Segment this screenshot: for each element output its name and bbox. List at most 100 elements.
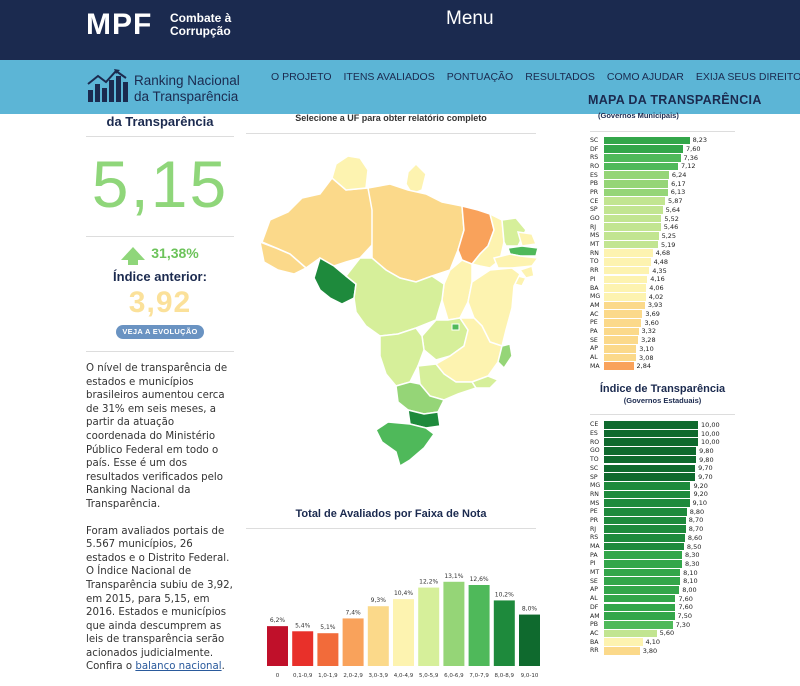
nav-item-resultados[interactable]: RESULTADOS bbox=[525, 71, 595, 83]
bar-row[interactable]: AM 7,50 bbox=[590, 612, 735, 621]
map-state-es[interactable] bbox=[497, 343, 513, 370]
nav-item-exija-direitos[interactable]: EXIJA SEUS DIREITOS bbox=[695, 71, 800, 83]
bar-row[interactable]: RN 9,20 bbox=[590, 490, 735, 499]
histogram-bar[interactable] bbox=[468, 585, 490, 666]
histogram-bar[interactable] bbox=[393, 599, 414, 666]
bar-state-label: MT bbox=[590, 241, 600, 249]
bar-row[interactable]: PR 6,13 bbox=[590, 188, 735, 197]
histogram-bar[interactable] bbox=[493, 600, 515, 666]
histogram-bar[interactable] bbox=[267, 626, 288, 666]
ranking-logo-icon[interactable] bbox=[86, 68, 132, 104]
bar-state-label: RS bbox=[590, 534, 599, 542]
bar-row[interactable]: ES 10,00 bbox=[590, 429, 735, 438]
map-state-al[interactable] bbox=[518, 265, 535, 279]
histogram-bar[interactable] bbox=[519, 614, 540, 666]
map-state-df[interactable] bbox=[451, 323, 460, 331]
map-state-ms[interactable] bbox=[379, 327, 425, 387]
bar-row[interactable]: PE 3,60 bbox=[590, 318, 735, 327]
bar-row[interactable]: MT 8,10 bbox=[590, 568, 735, 577]
mpf-logo[interactable]: MPF bbox=[86, 8, 153, 41]
bar-value-label: 5,25 bbox=[661, 231, 677, 240]
bar-row[interactable]: CE 10,00 bbox=[590, 421, 735, 430]
bar-row[interactable]: SC 8,23 bbox=[590, 136, 735, 145]
bar-row[interactable]: SE 3,28 bbox=[590, 336, 735, 345]
ranking-brand[interactable]: Ranking Nacional da Transparência bbox=[134, 73, 240, 105]
bar-row[interactable]: MG 4,02 bbox=[590, 292, 735, 301]
map-state-pr[interactable] bbox=[395, 381, 446, 415]
bar-row[interactable]: SP 5,64 bbox=[590, 206, 735, 215]
bar-row[interactable]: AC 3,69 bbox=[590, 310, 735, 319]
histogram-bar[interactable] bbox=[342, 618, 364, 666]
histogram-bar[interactable] bbox=[418, 587, 440, 666]
bar-row[interactable]: AL 7,60 bbox=[590, 594, 735, 603]
bar-row[interactable]: RS 7,36 bbox=[590, 153, 735, 162]
bar-row[interactable]: SC 9,70 bbox=[590, 464, 735, 473]
bar-row[interactable]: TO 4,48 bbox=[590, 258, 735, 267]
bar-row[interactable]: AP 3,10 bbox=[590, 345, 735, 354]
bar-row[interactable]: RJ 5,46 bbox=[590, 223, 735, 232]
bar-row[interactable]: PI 4,16 bbox=[590, 275, 735, 284]
evolution-button[interactable]: VEJA A EVOLUÇÃO bbox=[116, 325, 204, 339]
bar-row[interactable]: PB 7,30 bbox=[590, 620, 735, 629]
bar-row[interactable]: RS 8,60 bbox=[590, 534, 735, 543]
bar-row[interactable]: GO 5,52 bbox=[590, 214, 735, 223]
bar-row[interactable]: BA 4,10 bbox=[590, 638, 735, 647]
balanco-nacional-link[interactable]: balanço nacional bbox=[135, 661, 222, 673]
bar-row[interactable]: PB 6,17 bbox=[590, 179, 735, 188]
bar-row[interactable]: MG 9,20 bbox=[590, 481, 735, 490]
bar-row[interactable]: RO 10,00 bbox=[590, 438, 735, 447]
bar-row[interactable]: CE 5,87 bbox=[590, 197, 735, 206]
map-state-mt[interactable] bbox=[344, 257, 445, 337]
histogram-bar[interactable] bbox=[367, 606, 389, 666]
menu-button[interactable]: Menu bbox=[446, 8, 494, 29]
nav-item-projeto[interactable]: O PROJETO bbox=[271, 71, 332, 83]
bar-row[interactable]: AM 3,93 bbox=[590, 301, 735, 310]
bar-row[interactable]: GO 9,80 bbox=[590, 447, 735, 456]
bar-row[interactable]: DF 7,60 bbox=[590, 145, 735, 154]
histogram-bar[interactable] bbox=[443, 581, 465, 666]
bar-row[interactable]: RJ 8,70 bbox=[590, 525, 735, 534]
bar-row[interactable]: SP 9,70 bbox=[590, 473, 735, 482]
bar-row[interactable]: AC 5,60 bbox=[590, 629, 735, 638]
nav-item-pontuacao[interactable]: PONTUAÇÃO bbox=[446, 71, 514, 83]
bar-row[interactable]: MS 5,25 bbox=[590, 232, 735, 241]
bar-row[interactable]: SE 8,10 bbox=[590, 577, 735, 586]
bar-row[interactable]: AL 3,08 bbox=[590, 353, 735, 362]
bar-row[interactable]: PI 8,30 bbox=[590, 560, 735, 569]
bar-row[interactable]: RN 4,68 bbox=[590, 249, 735, 258]
bar-row[interactable]: DF 7,60 bbox=[590, 603, 735, 612]
bar-fill bbox=[604, 429, 698, 438]
bar-row[interactable]: MA 8,50 bbox=[590, 542, 735, 551]
bar-row[interactable]: BA 4,06 bbox=[590, 284, 735, 293]
map-state-rs[interactable] bbox=[375, 421, 436, 468]
bar-row[interactable]: RR 3,80 bbox=[590, 646, 735, 655]
bar-row[interactable]: MA 2,84 bbox=[590, 362, 735, 371]
histogram-bar[interactable] bbox=[292, 631, 314, 666]
histogram-bar[interactable] bbox=[317, 633, 339, 666]
bar-row[interactable]: PR 8,70 bbox=[590, 516, 735, 525]
bar-value-label: 4,48 bbox=[653, 257, 669, 266]
bar-row[interactable]: MT 5,19 bbox=[590, 240, 735, 249]
bar-row[interactable]: RR 4,35 bbox=[590, 266, 735, 275]
bar-row[interactable]: RO 7,12 bbox=[590, 162, 735, 171]
bar-row[interactable]: PA 8,30 bbox=[590, 551, 735, 560]
map-state-rr[interactable] bbox=[331, 155, 369, 191]
brazil-map[interactable] bbox=[250, 150, 540, 470]
map-state-ap[interactable] bbox=[405, 162, 427, 195]
bar-row[interactable]: MS 9,10 bbox=[590, 499, 735, 508]
growth-value: 31,38% bbox=[151, 245, 199, 261]
map-state-pe[interactable] bbox=[492, 253, 540, 269]
right-column: (Governos Municipais) SC 8,23 DF 7,60 RS 7,36… bbox=[590, 111, 735, 655]
nav-item-itens-avaliados[interactable]: ITENS AVALIADOS bbox=[343, 71, 435, 83]
bar-row[interactable]: PA 3,32 bbox=[590, 327, 735, 336]
map-state-ac[interactable] bbox=[258, 240, 308, 275]
nav-item-como-ajudar[interactable]: COMO AJUDAR bbox=[606, 71, 684, 83]
map-state-ro[interactable] bbox=[313, 256, 357, 305]
bar-fill bbox=[604, 534, 685, 542]
bar-row[interactable]: AP 8,00 bbox=[590, 586, 735, 595]
bar-row[interactable]: ES 6,24 bbox=[590, 171, 735, 180]
map-state-rn[interactable] bbox=[516, 231, 538, 247]
bar-row[interactable]: TO 9,80 bbox=[590, 455, 735, 464]
bar-state-label: GO bbox=[590, 447, 600, 455]
bar-row[interactable]: PE 8,80 bbox=[590, 507, 735, 516]
